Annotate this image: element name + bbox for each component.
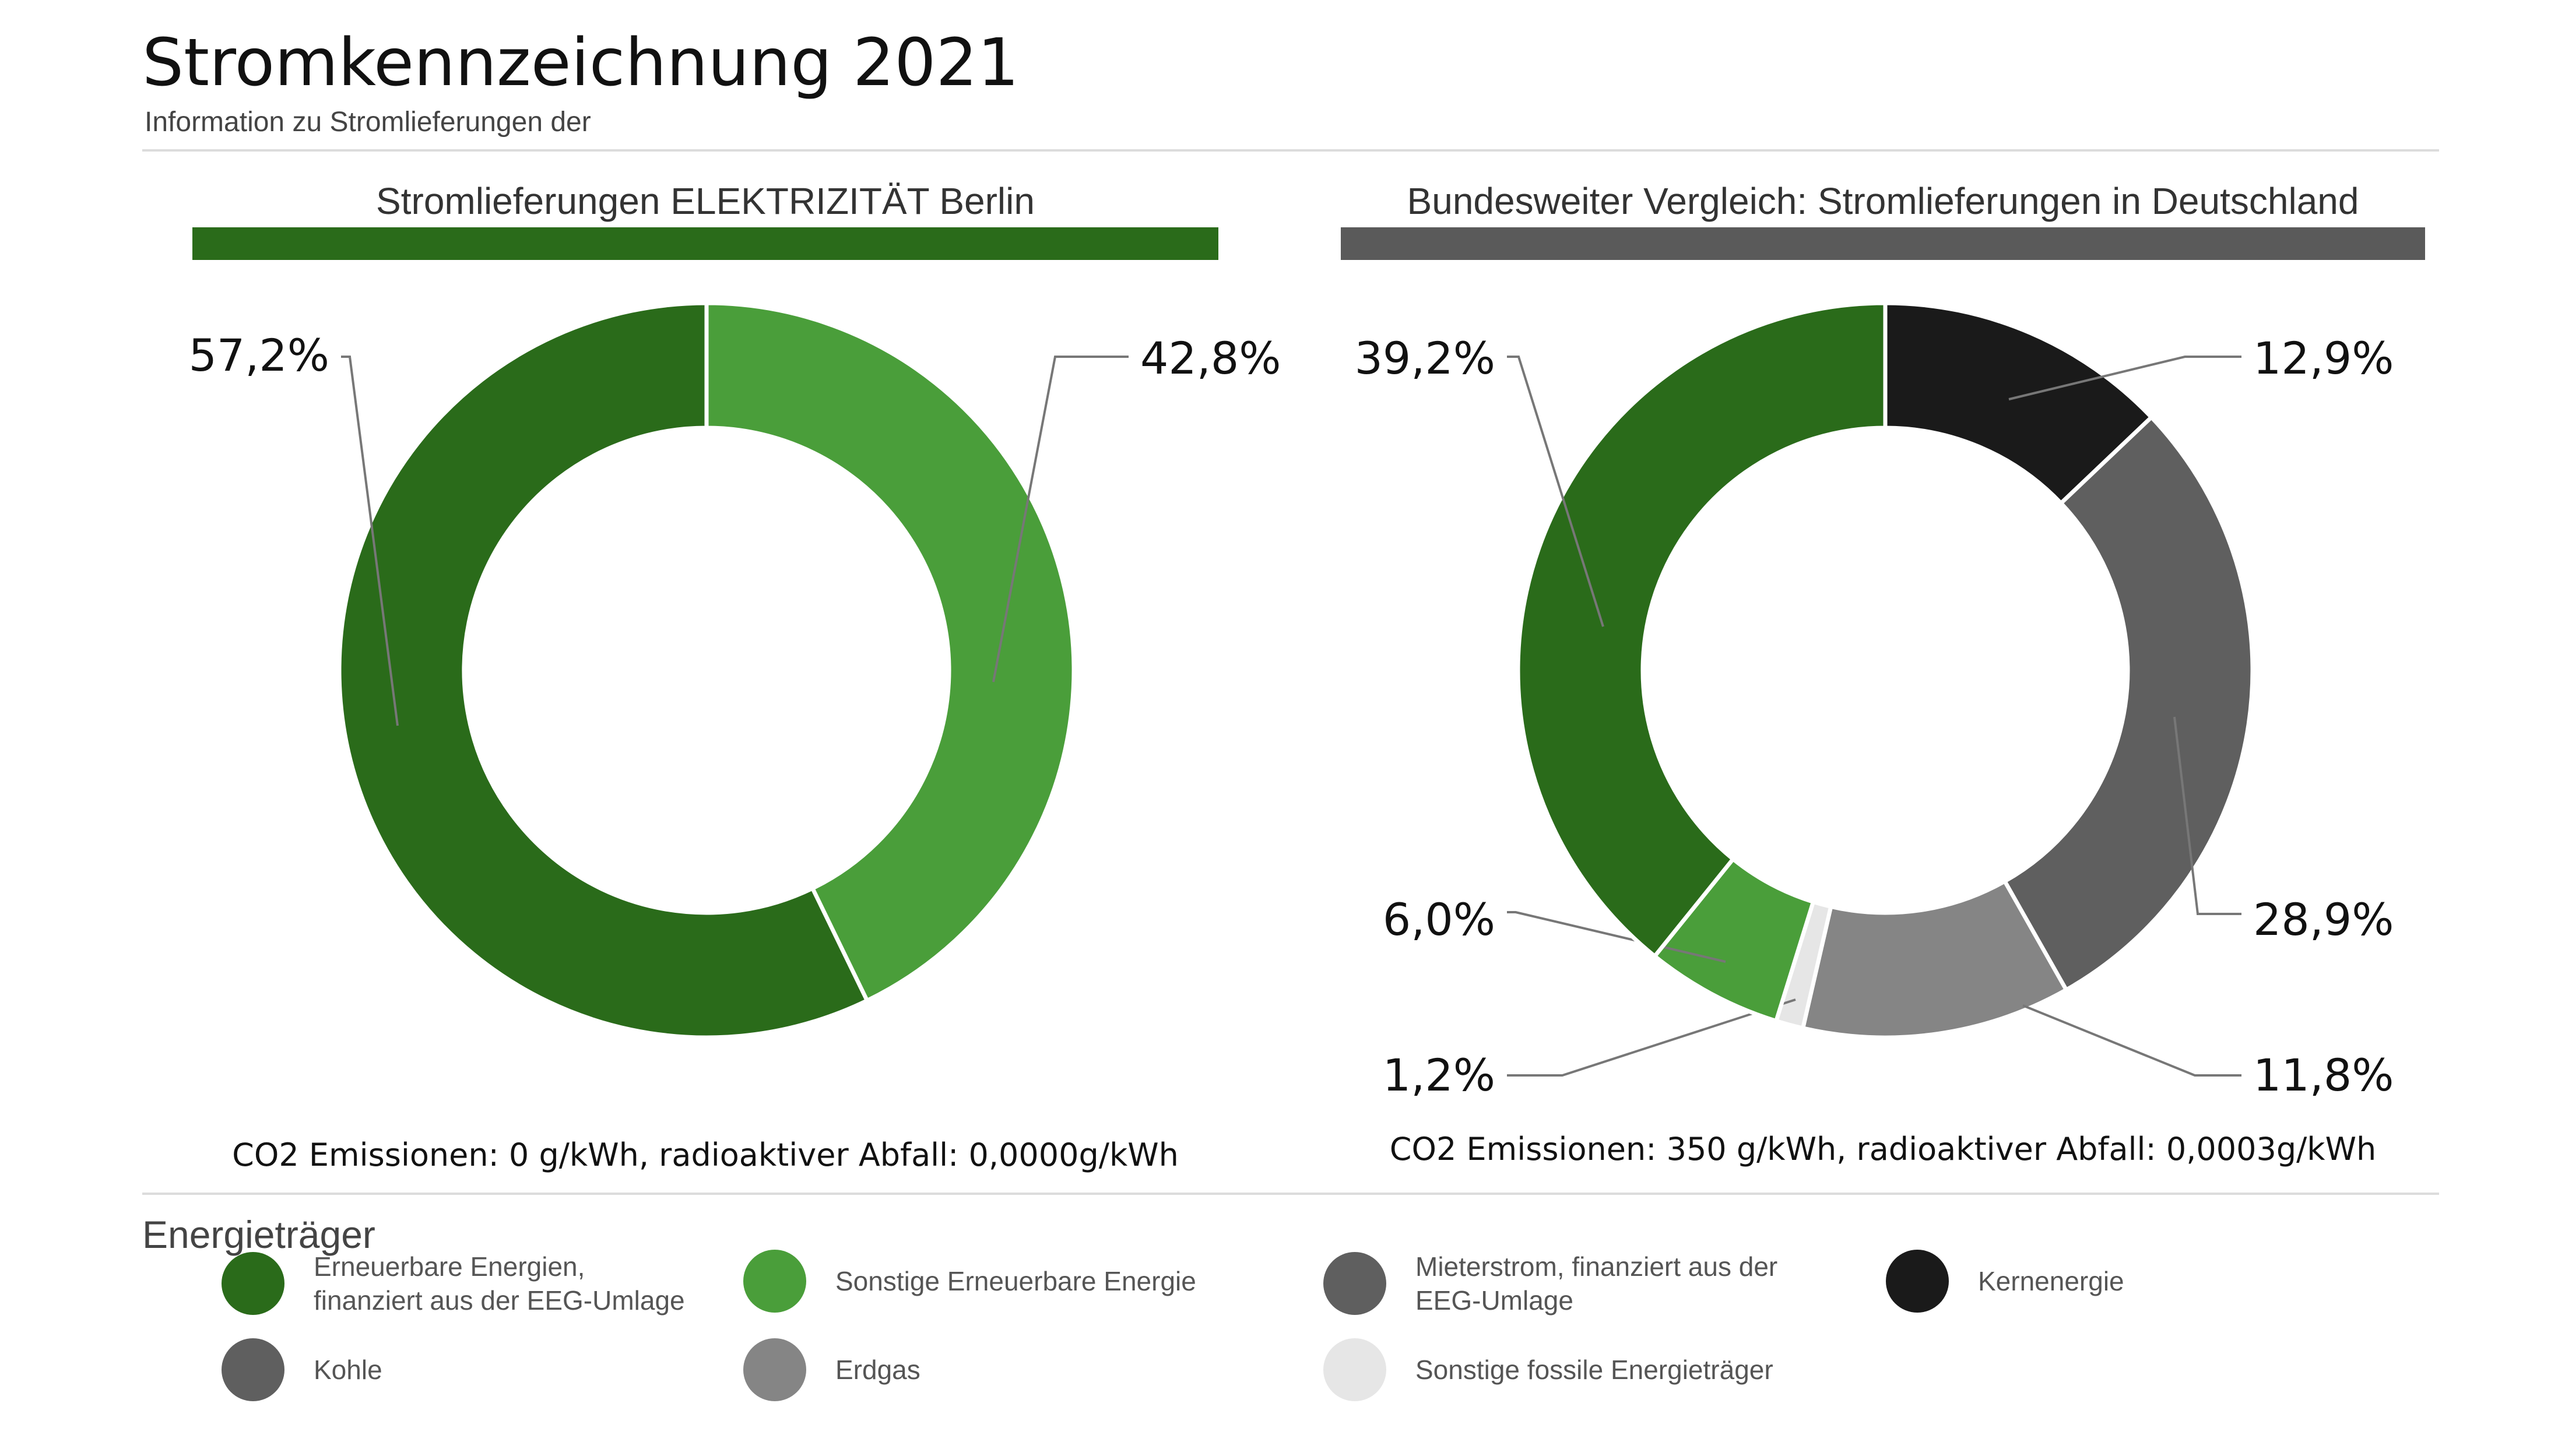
legend-label: Sonstige Erneuerbare Energie [835, 1266, 1196, 1296]
legend-item: Sonstige fossile Energieträger [1323, 1338, 1789, 1401]
page-title: Stromkennzeichnung 2021 [142, 25, 1020, 101]
left-caption: CO2 Emissionen: 0 g/kWh, radioaktiver Ab… [232, 1137, 1179, 1173]
legend-item: Erneuerbare Energien, finanziert aus der… [222, 1250, 687, 1317]
leader-line [2008, 356, 2241, 400]
legend-item: Mieterstrom, finanziert aus der EEG-Umla… [1323, 1250, 1789, 1317]
leader-line [1507, 356, 1604, 627]
right-panel-bar [1341, 227, 2425, 260]
slice-data-label: 6,0% [1383, 894, 1495, 945]
legend-swatch [1323, 1338, 1386, 1401]
legend-divider [142, 1193, 2439, 1195]
right-caption: CO2 Emissionen: 350 g/kWh, radioaktiver … [1389, 1131, 2377, 1167]
donut-chart-berlin: 42,8% 57,2% [189, 301, 1281, 1040]
donut-chart-deutschland: 12,9% 28,9% 11,8% 1,2% 6,0% 39,2% [1355, 301, 2394, 1101]
legend-swatch [743, 1338, 806, 1401]
slice-data-label: 39,2% [1355, 332, 1495, 384]
donut-slice [1516, 301, 1888, 959]
right-panel-title: Bundesweiter Vergleich: Stromlieferungen… [1407, 180, 2359, 222]
legend-item: Kernenergie [1886, 1250, 2351, 1313]
leader-line [2173, 716, 2241, 915]
leader-line [1507, 998, 1796, 1077]
slice-data-label: 1,2% [1383, 1049, 1495, 1101]
slice-data-label: 28,9% [2253, 894, 2394, 945]
legend-swatch [1886, 1250, 1949, 1313]
legend-item: Sonstige Erneuerbare Energie [743, 1250, 1208, 1313]
slice-data-label: 57,2% [189, 329, 329, 381]
slice-data-label: 12,9% [2253, 332, 2394, 384]
page-subtitle: Information zu Stromlieferungen der [145, 107, 591, 138]
legend-swatch [222, 1338, 284, 1401]
left-panel-title: Stromlieferungen ELEKTRIZITÄT Berlin [376, 180, 1035, 222]
donut-slice [704, 301, 1076, 1004]
header-divider [142, 149, 2439, 152]
legend-label: Kernenergie [1978, 1266, 2124, 1296]
legend-label: Mieterstrom, finanziert aus der EEG-Umla… [1415, 1251, 1778, 1316]
leader-line [341, 356, 399, 726]
legend-label: Kohle [314, 1355, 382, 1385]
leader-line [992, 356, 1129, 683]
slice-data-label: 11,8% [2253, 1049, 2394, 1101]
legend-label: Sonstige fossile Energieträger [1415, 1355, 1773, 1385]
slice-data-label: 42,8% [1140, 332, 1281, 384]
legend-swatch [222, 1252, 284, 1315]
legend-label: Erdgas [835, 1355, 920, 1385]
legend-title: Energieträger [142, 1213, 375, 1256]
legend-swatch [1323, 1252, 1386, 1315]
donut-slice [1883, 301, 2155, 507]
donut-slice [337, 301, 870, 1040]
donut-slice [2002, 414, 2255, 993]
legend-item: Kohle [222, 1338, 687, 1401]
legend-item: Erdgas [743, 1338, 1208, 1401]
left-panel-bar [192, 227, 1218, 260]
legend-label: Erneuerbare Energien, finanziert aus der… [314, 1251, 685, 1316]
legend-swatch [743, 1250, 806, 1313]
leader-line [2022, 1004, 2241, 1077]
